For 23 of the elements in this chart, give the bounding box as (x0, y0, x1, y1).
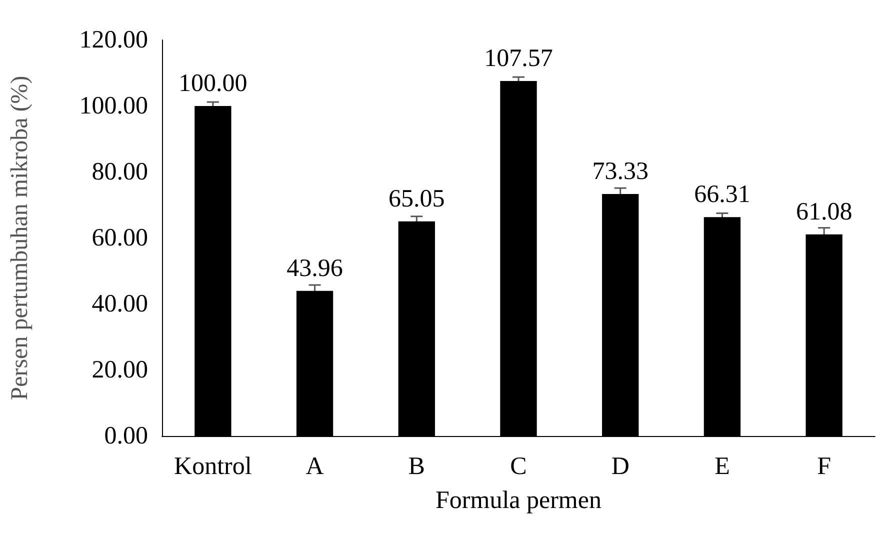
y-tick-label: 60.00 (92, 224, 148, 252)
data-label: 66.31 (694, 181, 750, 208)
x-axis-title: Formula permen (436, 487, 602, 514)
x-tick-label: A (306, 453, 324, 480)
x-tick-label: F (817, 453, 832, 480)
y-tick-label: 20.00 (92, 356, 148, 384)
data-label: 73.33 (592, 158, 648, 186)
data-label: 43.96 (286, 254, 343, 282)
x-tick-label: C (510, 453, 527, 480)
y-tick-label: 80.00 (92, 158, 148, 186)
x-tick-label: Kontrol (174, 453, 252, 480)
y-tick-label: 0.00 (104, 422, 148, 450)
y-tick-label: 40.00 (92, 290, 148, 318)
data-label: 61.08 (796, 198, 852, 226)
data-label: 100.00 (178, 70, 248, 97)
y-tick-label: 100.00 (79, 92, 148, 120)
data-label: 107.57 (484, 45, 553, 72)
y-axis-title: Persen pertumbuhan mikroba (%) (7, 76, 33, 400)
x-tick-label: E (714, 453, 730, 480)
y-tick-label: 120.00 (79, 26, 148, 54)
data-label: 65.05 (388, 185, 445, 212)
x-tick-label: D (611, 453, 630, 480)
x-tick-label: B (408, 453, 425, 480)
